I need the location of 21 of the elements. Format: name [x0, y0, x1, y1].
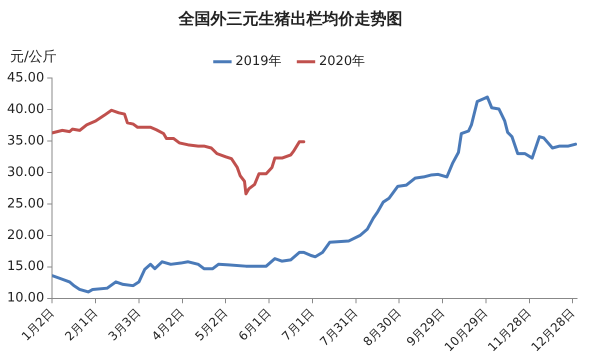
- x-tick-label: 7月31日: [317, 306, 360, 349]
- x-tick-label: 4月2日: [148, 306, 187, 344]
- x-tick-label: 7月1日: [279, 306, 317, 344]
- x-tick-label: 5月2日: [192, 306, 230, 344]
- x-tick-label: 1月2日: [18, 306, 57, 344]
- x-tick-label: 6月1日: [236, 306, 274, 344]
- y-tick-label: 20.00: [7, 228, 44, 243]
- legend-label: 2020年: [319, 54, 366, 70]
- chart-title: 全国外三元生猪出栏均价走势图: [178, 8, 402, 28]
- y-tick-label: 30.00: [7, 164, 44, 180]
- y-tick-label: 15.00: [7, 259, 44, 274]
- y-axis-title: 元/公斤: [10, 48, 57, 65]
- y-tick-label: 35.00: [7, 133, 44, 148]
- y-tick-label: 10.00: [7, 290, 44, 306]
- y-tick-label: 45.00: [7, 70, 44, 86]
- x-tick-label: 8月30日: [360, 306, 404, 349]
- x-tick-label: 2月1日: [62, 306, 100, 344]
- y-tick-label: 40.00: [7, 102, 44, 118]
- y-tick-label: 25.00: [7, 196, 44, 212]
- x-tick-label: 3月3日: [106, 306, 144, 344]
- legend-label: 2019年: [235, 54, 282, 70]
